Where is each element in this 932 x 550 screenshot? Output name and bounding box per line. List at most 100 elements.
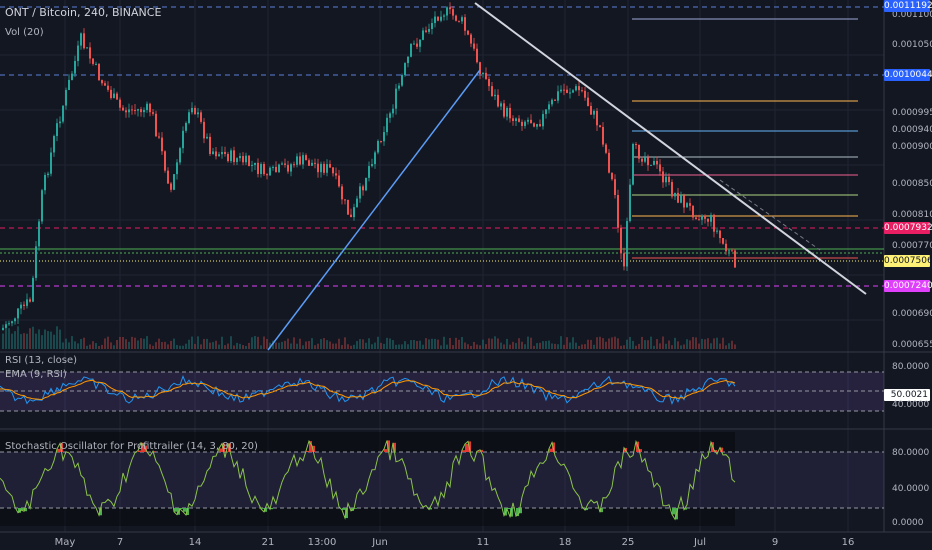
volume-bar — [674, 337, 676, 349]
candle-body — [563, 89, 565, 91]
candle-body — [29, 299, 31, 302]
candle-body — [701, 215, 703, 220]
candle-body — [707, 218, 709, 222]
trendline-support[interactable] — [267, 69, 481, 351]
candle-body — [212, 151, 214, 154]
candle-body — [731, 250, 733, 252]
volume-bar — [212, 342, 214, 349]
volume-bar — [53, 334, 55, 349]
candle-body — [113, 93, 115, 99]
price-tag-last: 0.0007506 — [884, 255, 932, 267]
volume-indicator-label[interactable]: Vol (20) — [5, 27, 44, 38]
volume-bar — [623, 345, 625, 349]
candle-body — [473, 43, 475, 49]
fib-levels[interactable] — [632, 18, 858, 259]
stoch-overbought-mark — [60, 443, 63, 452]
candle-body — [293, 164, 295, 166]
volume-bar — [734, 344, 736, 349]
price-tick: 0.0009400 — [892, 125, 932, 135]
trendline-resistance[interactable] — [474, 2, 867, 295]
candle-body — [188, 112, 190, 124]
candle-body — [677, 192, 679, 203]
volume-bar — [35, 333, 37, 349]
volume-bar — [197, 336, 199, 349]
volume-bar — [254, 336, 256, 349]
stoch-indicator-label[interactable]: Stochastic Oscillator for Profittrailer … — [5, 441, 258, 452]
volume-bar — [293, 337, 295, 349]
volume-bar — [149, 344, 151, 349]
candle-body — [431, 23, 433, 29]
candle-body — [230, 150, 232, 162]
ema-indicator-label[interactable]: EMA (9, RSI) — [5, 369, 67, 380]
candle-body — [401, 75, 403, 86]
candle-body — [182, 130, 184, 149]
candle-body — [278, 164, 280, 173]
candle-body — [599, 125, 601, 128]
volume-bar — [572, 337, 574, 349]
volume-bar — [422, 344, 424, 349]
time-label: 9 — [771, 537, 779, 548]
trendline-resistance-dashed[interactable] — [719, 179, 821, 251]
volume-bar — [266, 338, 268, 349]
stoch-tick: 40.0000 — [892, 484, 930, 494]
volume-bar — [155, 342, 157, 349]
horizontal-levels[interactable] — [0, 6, 884, 287]
stoch-overbought-mark — [549, 448, 552, 452]
candle-body — [116, 93, 118, 100]
candle-body — [413, 43, 415, 45]
volume-bar — [545, 341, 547, 349]
candle-body — [248, 155, 250, 166]
candle-body — [263, 163, 265, 175]
candle-body — [704, 215, 706, 219]
volume-bar — [485, 344, 487, 349]
candle-body — [440, 16, 442, 21]
volume-bar — [689, 340, 691, 349]
volume-bar — [308, 341, 310, 349]
stoch-overbought-mark — [393, 442, 396, 452]
candle-body — [191, 107, 193, 113]
stoch-overbought-mark — [219, 448, 222, 452]
price-tag-high: 0.0011192 — [884, 0, 932, 12]
volume-bar — [551, 343, 553, 349]
symbol-title[interactable]: ONT / Bitcoin, 240, BINANCE — [5, 6, 162, 19]
candle-body — [92, 58, 94, 64]
volume-bar — [455, 337, 457, 349]
candle-body — [86, 47, 88, 49]
stoch-overbought-mark — [714, 449, 717, 452]
volume-bar — [299, 338, 301, 349]
candle-body — [380, 140, 382, 142]
volume-bar — [218, 344, 220, 349]
stoch-overbought-mark — [480, 449, 483, 452]
volume-bar — [200, 344, 202, 349]
candle-body — [14, 318, 16, 322]
candle-body — [641, 158, 643, 162]
volume-bar — [17, 326, 19, 349]
candle-body — [488, 79, 490, 87]
rsi-ema-line — [0, 379, 736, 401]
volume-bar — [701, 338, 703, 349]
volume-bar — [74, 341, 76, 349]
candle-body — [344, 199, 346, 201]
volume-bar — [23, 333, 25, 349]
candle-body — [11, 321, 13, 324]
candle-body — [698, 219, 700, 221]
candle-body — [239, 156, 241, 159]
candle-body — [83, 33, 85, 49]
volume-bar — [476, 344, 478, 349]
candle-body — [26, 299, 28, 306]
volume-bar — [59, 329, 61, 349]
time-label: 25 — [621, 537, 635, 548]
volume-bar — [542, 341, 544, 349]
candle-body — [722, 238, 724, 244]
volume-bar — [239, 343, 241, 349]
volume-bar — [188, 339, 190, 349]
candle-body — [338, 175, 340, 187]
volume-bar — [440, 345, 442, 349]
candle-body — [611, 172, 613, 180]
volume-bar — [503, 344, 505, 349]
volume-bar — [290, 343, 292, 349]
stoch-overbought-mark — [153, 451, 156, 452]
candle-body — [260, 163, 262, 174]
rsi-indicator-label[interactable]: RSI (13, close) — [5, 355, 78, 366]
